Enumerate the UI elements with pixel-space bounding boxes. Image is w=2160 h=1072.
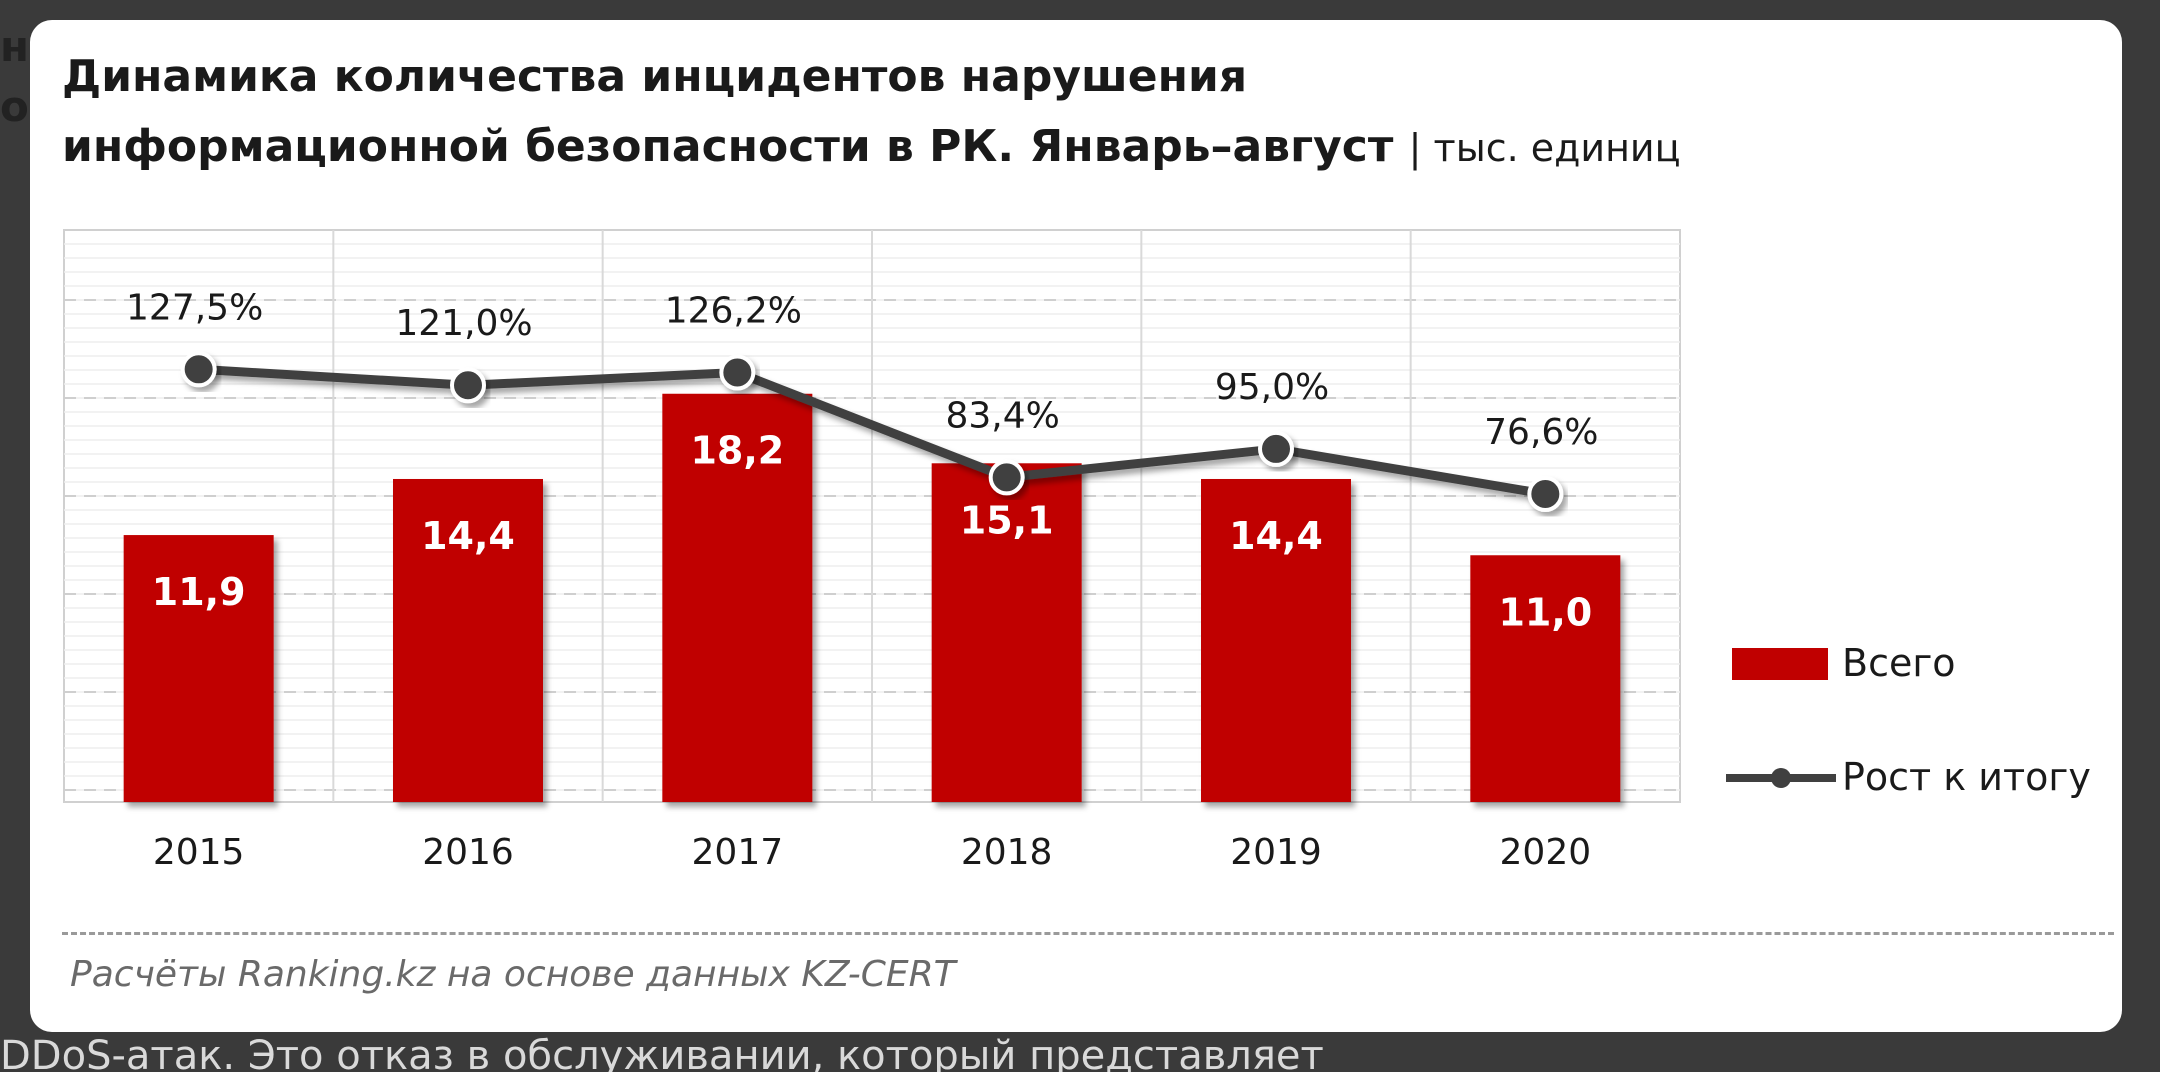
bar [931,463,1082,802]
line-marker [1527,476,1564,512]
background-text-fragment: н [0,22,30,71]
x-tick-label: 2016 [422,832,514,873]
x-axis: 2015 2016 2017 2018 2019 2020 [153,832,1591,873]
chart-card: Динамика количества инцидентов нарушения… [30,20,2122,1032]
legend-label-line: Рост к итогу [1842,755,2091,799]
line-series [180,351,1564,512]
chart-title-unit: | тыс. единиц [1408,126,1681,170]
x-tick-label: 2019 [1230,832,1322,873]
bar [662,393,813,802]
data-labels: 11,9 14,4 18,2 15,1 14,4 11,0 127,5% 121,0% 126,… [126,287,1598,634]
background-text-fragment: о [0,82,29,131]
line-value-label: 121,0% [395,303,532,344]
line-path [198,364,1547,499]
line-value-label: 83,4% [945,395,1059,436]
bar [393,478,543,802]
bar-value-label: 14,4 [421,514,515,558]
background-article-text: DDoS-атак. Это отказ в обслуживании, кот… [0,1036,1324,1072]
legend-label-bar: Всего [1842,641,1956,685]
chart-grid [63,229,1681,803]
footer-divider [62,932,2114,935]
line-marker [988,459,1025,496]
bar-value-label: 15,1 [960,498,1054,542]
bar [1201,478,1351,802]
line-marker [180,351,217,388]
bar [1470,555,1621,802]
legend-swatch-marker [1771,768,1791,788]
line-marker [450,367,486,404]
chart-title-line1: Динамика количества инцидентов нарушения [62,51,1248,102]
chart-title-line2: информационной безопасности в РК. Январь… [62,121,1394,172]
bar-value-label: 18,2 [690,429,784,473]
bar-value-label: 14,4 [1229,514,1323,558]
line-value-label: 127,5% [126,287,263,328]
line-marker [1258,430,1294,467]
x-tick-label: 2018 [961,832,1053,873]
line-value-label: 126,2% [665,290,802,331]
bar-series [123,393,1621,802]
line-value-label: 95,0% [1215,367,1329,408]
x-tick-label: 2020 [1500,832,1592,873]
chart-title: Динамика количества инцидентов нарушения… [62,42,1962,183]
line-value-label: 76,6% [1484,412,1598,453]
bar-value-label: 11,9 [152,570,246,614]
bar-value-label: 11,0 [1498,590,1592,634]
chart-plot: 11,9 14,4 18,2 15,1 14,4 11,0 127,5% 121,0% 126,… [63,229,2091,873]
chart-source: Расчёты Ranking.kz на основе данных KZ-C… [70,954,956,995]
x-tick-label: 2015 [153,832,245,873]
line-marker [719,354,756,391]
chart-legend: Всего Рост к итогу [1726,641,2091,799]
x-tick-label: 2017 [692,832,784,873]
legend-swatch-bar [1732,648,1828,680]
bar [123,535,274,802]
